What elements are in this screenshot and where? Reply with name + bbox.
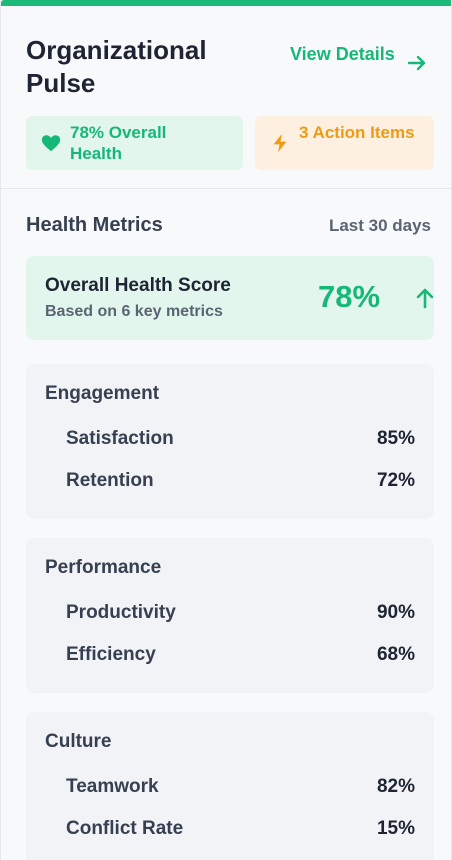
period-label: Last 30 days: [328, 216, 431, 235]
arrow-right-icon[interactable]: [406, 52, 428, 74]
engagement-group: Engagement Satisfaction 85% Retention 72…: [26, 364, 434, 519]
health-metrics-heading: Health Metrics: [26, 214, 163, 236]
lightning-icon: [273, 133, 287, 153]
metric-label: Teamwork: [66, 776, 159, 797]
metric-value: 85%: [376, 428, 415, 449]
metric-label: Productivity: [66, 602, 176, 623]
heart-icon: [41, 135, 61, 152]
overall-health-badge: 78% Overall Health: [26, 116, 243, 170]
metric-label: Conflict Rate: [66, 818, 184, 839]
metric-value: 82%: [376, 776, 415, 797]
metric-value: 15%: [376, 818, 415, 839]
performance-group: Performance Productivity 90% Efficiency …: [26, 538, 434, 693]
card-header: Organizational Pulse View Details 78% Ov…: [1, 6, 451, 189]
group-title: Culture: [45, 731, 112, 752]
metric-label: Satisfaction: [66, 428, 174, 449]
overall-health-label: 78% Overall Health: [70, 123, 167, 163]
top-accent-bar: [1, 0, 451, 6]
metric-value: 68%: [376, 644, 415, 665]
card-title: Organizational Pulse: [26, 35, 207, 98]
metric-label: Efficiency: [66, 644, 156, 665]
metric-label: Retention: [66, 470, 154, 491]
metric-value: 72%: [376, 470, 415, 491]
arrow-up-icon: [416, 288, 434, 309]
metric-value: 90%: [376, 602, 415, 623]
group-title: Engagement: [45, 383, 160, 404]
score-value: 78%: [318, 279, 381, 314]
culture-group: Culture Teamwork 82% Conflict Rate 15%: [26, 712, 434, 860]
score-subtitle: Based on 6 key metrics: [45, 303, 223, 320]
action-items-label: 3 Action Items: [299, 123, 415, 142]
group-title: Performance: [45, 557, 162, 578]
view-details-link[interactable]: View Details: [290, 44, 395, 64]
overall-health-score-panel: Overall Health Score Based on 6 key metr…: [26, 256, 434, 340]
score-title: Overall Health Score: [45, 275, 231, 296]
action-items-badge[interactable]: 3 Action Items: [255, 116, 434, 170]
